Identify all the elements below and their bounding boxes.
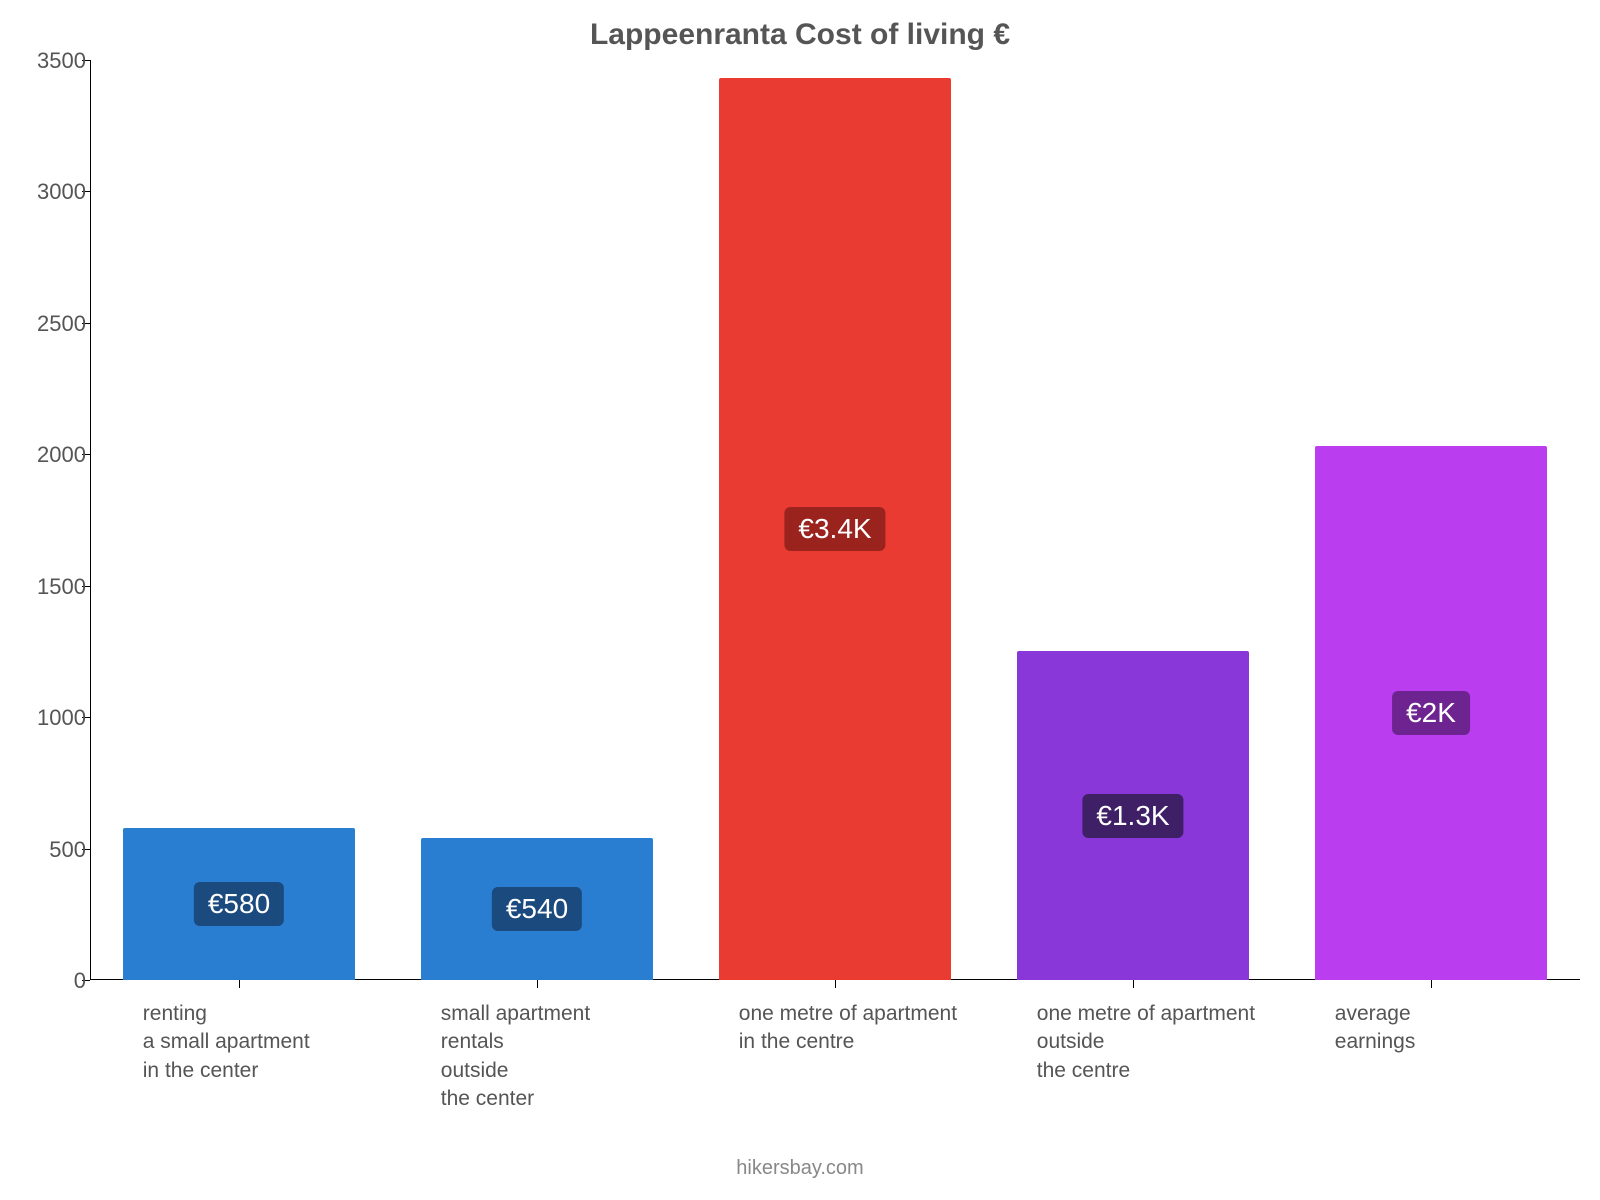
bar-value-label: €580 — [194, 882, 284, 926]
x-tick — [835, 980, 836, 988]
y-tick-label: 1500 — [37, 574, 86, 600]
y-axis — [90, 60, 91, 980]
bar-value-label: €540 — [492, 887, 582, 931]
y-tick-label: 3500 — [37, 48, 86, 74]
chart-container: Lappeenranta Cost of living € 0500100015… — [0, 0, 1600, 1200]
bar-value-label: €1.3K — [1082, 794, 1183, 838]
y-tick-label: 2000 — [37, 442, 86, 468]
y-tick-label: 2500 — [37, 311, 86, 337]
y-tick-label: 0 — [74, 968, 86, 994]
x-tick — [239, 980, 240, 988]
x-axis-label: one metre of apartment in the centre — [739, 1000, 1001, 1057]
x-axis-label: one metre of apartment outside the centr… — [1037, 1000, 1299, 1085]
x-tick — [1133, 980, 1134, 988]
y-tick-label: 3000 — [37, 179, 86, 205]
bar-value-label: €2K — [1392, 691, 1470, 735]
x-axis-label: small apartment rentals outside the cent… — [441, 1000, 703, 1113]
bar-value-label: €3.4K — [784, 507, 885, 551]
x-axis-label: renting a small apartment in the center — [143, 1000, 405, 1085]
x-axis-label: average earnings — [1335, 1000, 1597, 1057]
x-tick — [537, 980, 538, 988]
x-tick — [1431, 980, 1432, 988]
y-tick-label: 1000 — [37, 705, 86, 731]
y-tick-label: 500 — [49, 837, 86, 863]
chart-footer: hikersbay.com — [0, 1157, 1600, 1180]
plot-area: 0500100015002000250030003500€580renting … — [90, 60, 1580, 980]
chart-title: Lappeenranta Cost of living € — [0, 18, 1600, 52]
